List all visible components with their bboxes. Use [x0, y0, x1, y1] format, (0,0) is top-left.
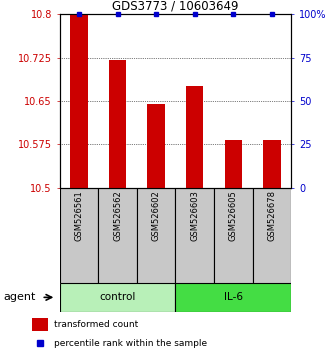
Text: GSM526602: GSM526602	[152, 190, 161, 241]
Text: GSM526561: GSM526561	[74, 190, 83, 241]
Bar	[32, 318, 48, 331]
Bar	[98, 188, 137, 283]
Text: GSM526603: GSM526603	[190, 190, 199, 241]
Bar	[175, 188, 214, 283]
Bar	[263, 140, 281, 188]
Bar	[137, 188, 175, 283]
Text: transformed count: transformed count	[54, 320, 139, 329]
Bar	[253, 188, 291, 283]
Bar	[175, 283, 291, 312]
Text: IL-6: IL-6	[224, 292, 243, 302]
Text: GSM526605: GSM526605	[229, 190, 238, 241]
Text: GSM526562: GSM526562	[113, 190, 122, 241]
Title: GDS3773 / 10603649: GDS3773 / 10603649	[112, 0, 239, 13]
Bar	[70, 14, 88, 188]
Text: control: control	[99, 292, 136, 302]
Bar	[60, 283, 175, 312]
Bar	[109, 61, 126, 188]
Bar	[147, 104, 165, 188]
Bar	[60, 188, 98, 283]
Text: GSM526678: GSM526678	[267, 190, 276, 241]
Bar	[225, 140, 242, 188]
Text: agent: agent	[3, 292, 36, 302]
Bar	[186, 86, 204, 188]
Bar	[214, 188, 253, 283]
Text: percentile rank within the sample: percentile rank within the sample	[54, 339, 208, 348]
